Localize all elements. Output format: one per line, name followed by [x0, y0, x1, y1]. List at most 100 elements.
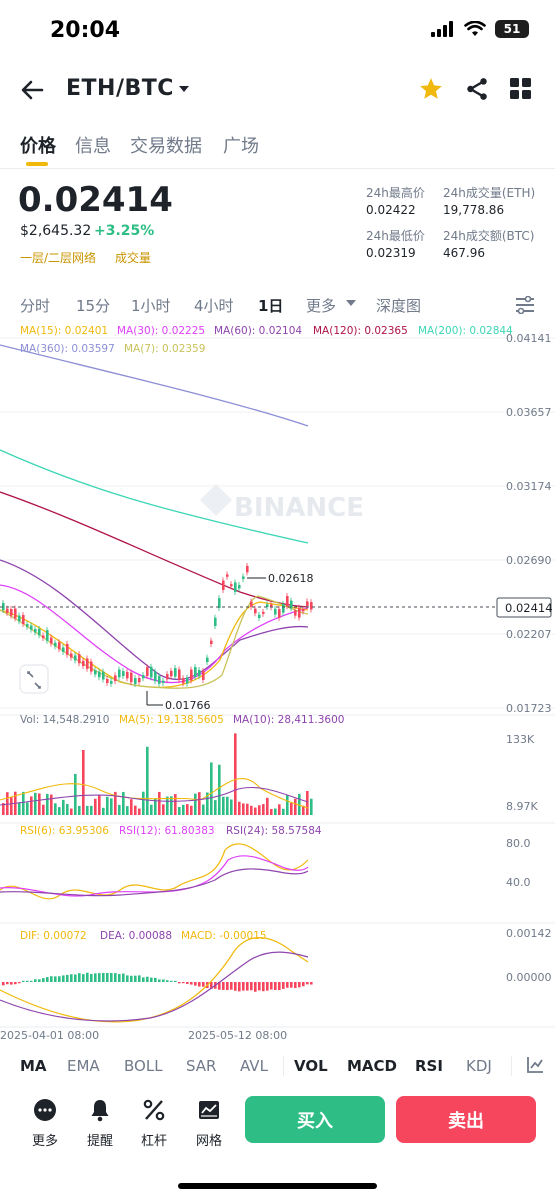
- grid-layout-icon[interactable]: [510, 78, 532, 100]
- candle-body: [258, 614, 261, 618]
- back-arrow-icon[interactable]: [16, 74, 52, 106]
- macd-bar: [30, 980, 33, 982]
- volume-bar: [170, 796, 173, 815]
- candle-body: [154, 671, 157, 682]
- rsi24-line: [0, 868, 309, 897]
- volume-bar: [122, 791, 125, 815]
- price-axis-label: 0.03174: [506, 480, 552, 493]
- candle-body: [158, 676, 161, 684]
- macd-bar: [22, 980, 25, 982]
- more-label: 更多: [31, 1134, 58, 1149]
- tab-square[interactable]: 广场: [223, 136, 259, 157]
- indicator-boll[interactable]: BOLL: [124, 1057, 163, 1075]
- macd-bar: [106, 972, 109, 982]
- indicator-macd[interactable]: MACD: [347, 1057, 397, 1075]
- buy-button[interactable]: 买入: [245, 1096, 385, 1143]
- indicator-ema[interactable]: EMA: [67, 1057, 100, 1075]
- timeframe-15m[interactable]: 15分: [76, 297, 111, 315]
- macd-bar: [306, 982, 309, 985]
- price-chart[interactable]: BINANCE 0.04141 0.03657 0.03174 0.02690 0.02…: [0, 320, 555, 1040]
- candle-body: [58, 642, 61, 650]
- category-tag-layer[interactable]: 一层/二层网络: [20, 251, 97, 265]
- indicator-vol[interactable]: VOL: [294, 1057, 328, 1075]
- candle-body: [130, 672, 133, 683]
- volume-bar: [210, 762, 213, 815]
- candle-body: [182, 678, 185, 684]
- stat-vol-eth-label: 24h成交量(ETH): [443, 186, 536, 200]
- macd-dea-line: [0, 951, 309, 1022]
- tab-trading-data[interactable]: 交易数据: [130, 136, 202, 157]
- volume-bar: [310, 798, 313, 815]
- status-time: 20:04: [50, 18, 121, 43]
- indicator-ma[interactable]: MA: [20, 1057, 47, 1075]
- indicator-settings-icon[interactable]: [526, 1056, 544, 1074]
- candle-body: [238, 585, 241, 589]
- macd-bar: [166, 980, 169, 982]
- caret-down-icon[interactable]: [178, 84, 190, 94]
- volume-bar: [82, 749, 85, 815]
- macd-bar: [298, 982, 301, 988]
- candle-body: [122, 671, 125, 677]
- timeframe-more[interactable]: 更多: [306, 297, 337, 315]
- macd-bar: [102, 972, 105, 982]
- candle-body: [194, 667, 197, 677]
- macd-bar: [254, 982, 257, 992]
- legend-rsi6: RSI(6): 63.95306: [20, 825, 109, 837]
- chart-settings-icon[interactable]: [515, 296, 535, 314]
- candle-body: [102, 671, 105, 680]
- stat-low-value: 0.02319: [366, 246, 416, 260]
- home-indicator: [178, 1183, 377, 1189]
- tab-price[interactable]: 价格: [20, 136, 56, 157]
- sell-button[interactable]: 卖出: [396, 1096, 536, 1143]
- macd-bar: [186, 982, 189, 984]
- candlesticks: [2, 562, 313, 687]
- legend-ma7: MA(7): 0.02359: [124, 343, 206, 355]
- grid-trading-button[interactable]: 网格: [189, 1098, 229, 1149]
- timeframe-4h[interactable]: 4小时: [194, 297, 234, 315]
- timeframe-depth[interactable]: 深度图: [376, 297, 422, 315]
- alert-button[interactable]: 提醒: [80, 1098, 120, 1149]
- macd-bar: [142, 977, 145, 982]
- indicator-avl[interactable]: AVL: [240, 1057, 268, 1075]
- macd-bar: [14, 982, 17, 985]
- macd-bar: [50, 976, 53, 982]
- candle-body: [54, 642, 57, 647]
- candle-body: [34, 628, 37, 633]
- candle-body: [62, 647, 65, 652]
- indicator-kdj[interactable]: KDJ: [466, 1057, 492, 1075]
- macd-bar: [282, 982, 285, 989]
- stat-low-label: 24h最低价: [366, 229, 425, 243]
- candle-body: [278, 609, 281, 618]
- more-button[interactable]: 更多: [25, 1098, 65, 1149]
- volume-bar: [34, 792, 37, 815]
- more-dots-icon: [34, 1099, 56, 1121]
- candle-body: [198, 669, 201, 677]
- volume-bar: [150, 804, 153, 815]
- tab-info[interactable]: 信息: [75, 136, 111, 157]
- ma-curve: [0, 449, 309, 544]
- indicator-sar[interactable]: SAR: [186, 1057, 217, 1075]
- candle-body: [254, 608, 257, 614]
- macd-bar: [294, 982, 297, 989]
- more-caret-icon[interactable]: [346, 299, 356, 307]
- volume-bar: [50, 794, 53, 815]
- timeframe-1h[interactable]: 1小时: [131, 297, 171, 315]
- pair-title[interactable]: ETH/BTC: [66, 76, 174, 101]
- timeframe-line[interactable]: 分时: [20, 297, 51, 315]
- category-tag-volume[interactable]: 成交量: [115, 251, 152, 265]
- macd-bar: [162, 979, 165, 982]
- macd-bar: [242, 982, 245, 991]
- favorite-star-icon[interactable]: [418, 76, 444, 102]
- volume-bar: [114, 791, 117, 815]
- macd-bar: [138, 975, 141, 982]
- leverage-button[interactable]: 杠杆: [134, 1098, 174, 1149]
- panel-axis-label: 80.0: [506, 837, 531, 850]
- expand-chart-icon[interactable]: [19, 664, 49, 694]
- volume-bar: [202, 804, 205, 815]
- timeframe-1d[interactable]: 1日: [258, 297, 284, 315]
- share-icon[interactable]: [464, 76, 490, 102]
- indicator-rsi[interactable]: RSI: [415, 1057, 443, 1075]
- volume-bar: [294, 798, 297, 815]
- current-price-label: 0.02414: [505, 601, 553, 615]
- candle-body: [282, 603, 285, 613]
